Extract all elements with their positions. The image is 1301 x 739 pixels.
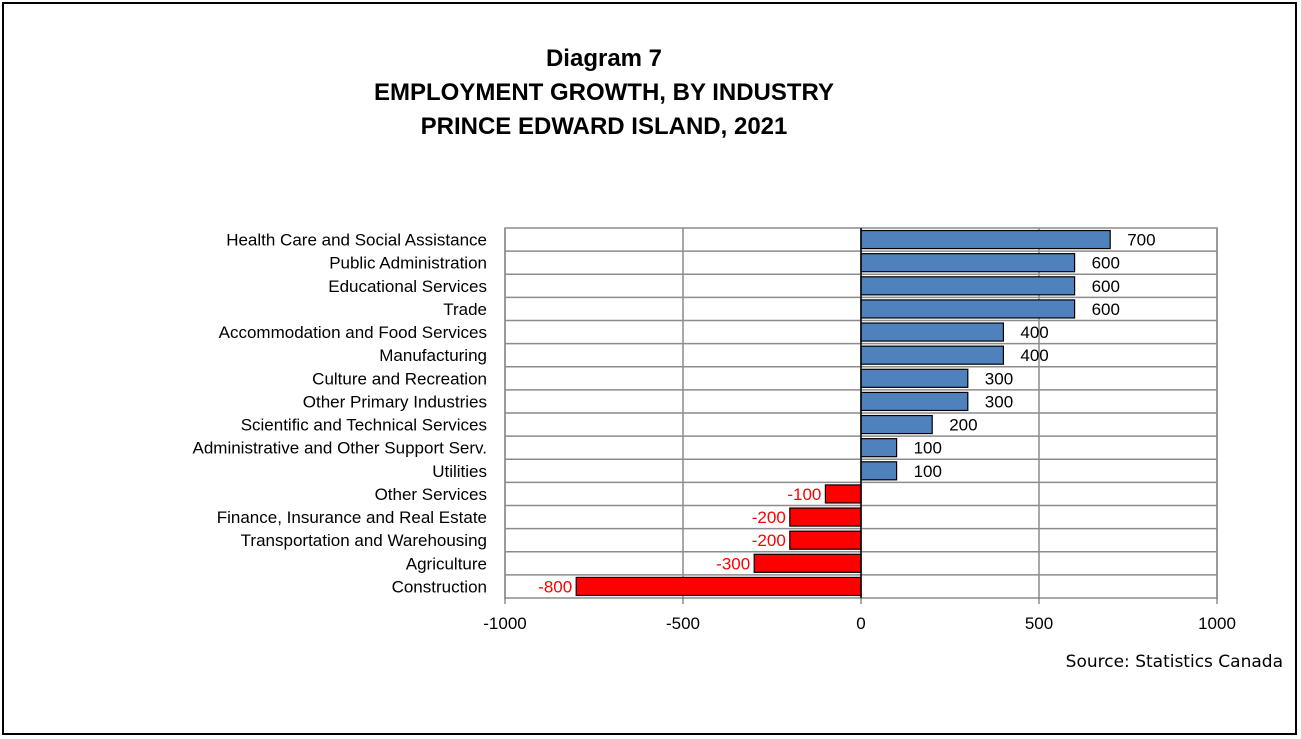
data-label: 300 [985,369,1013,388]
category-label: Accommodation and Food Services [219,323,487,342]
bar [860,368,969,388]
data-label: 100 [914,462,942,481]
category-label: Scientific and Technical Services [241,416,487,435]
category-label: Construction [392,577,487,596]
data-label: -800 [538,577,572,596]
data-label: -200 [752,508,786,527]
x-tick-label: -500 [666,614,700,633]
category-label: Culture and Recreation [312,369,487,388]
bar [753,553,862,573]
category-label: Finance, Insurance and Real Estate [217,508,487,527]
category-label: Transportation and Warehousing [241,531,487,550]
bar [860,414,933,435]
bar [860,229,1111,250]
category-label: Educational Services [328,277,487,296]
category-label: Health Care and Social Assistance [226,231,487,250]
data-label: 200 [949,416,977,435]
bar [824,484,862,504]
data-label: -300 [716,554,750,573]
bar [575,576,862,597]
bar [789,530,862,550]
bar [860,391,969,412]
chart-title-line-3: PRINCE EDWARD ISLAND, 2021 [420,113,788,140]
bar [860,438,898,458]
bar [860,299,1076,319]
category-label: Administrative and Other Support Serv. [193,439,488,458]
data-label: 600 [1092,300,1120,319]
category-label: Other Primary Industries [303,392,487,411]
data-label: 400 [1020,323,1048,342]
data-label: -200 [752,531,786,550]
category-label: Utilities [432,462,487,481]
bar [860,345,1004,365]
x-tick-label: -1000 [483,614,526,633]
data-label: 100 [914,439,942,458]
bar [860,322,1004,342]
x-tick-label: 0 [856,614,865,633]
data-label: 700 [1127,231,1155,250]
bar [860,461,898,481]
category-label: Trade [443,300,487,319]
category-label: Other Services [375,485,487,504]
category-label: Agriculture [406,554,487,573]
data-label: 300 [985,392,1013,411]
data-label: 400 [1020,346,1048,365]
bar [789,507,862,527]
x-tick-label: 500 [1025,614,1053,633]
bar [860,276,1076,296]
data-label: 600 [1092,277,1120,296]
x-tick-label: 1000 [1198,614,1236,633]
data-label: -100 [787,485,821,504]
data-label: 600 [1092,254,1120,273]
source-note: Source: Statistics Canada [1065,652,1283,672]
category-label: Manufacturing [379,346,487,365]
bar [860,253,1076,273]
chart-title-line-2: EMPLOYMENT GROWTH, BY INDUSTRY [373,79,834,106]
chart-title: Diagram 7 EMPLOYMENT GROWTH, BY INDUSTRY… [184,42,1024,144]
chart-title-line-1: Diagram 7 [545,45,663,72]
category-label: Public Administration [329,254,487,273]
